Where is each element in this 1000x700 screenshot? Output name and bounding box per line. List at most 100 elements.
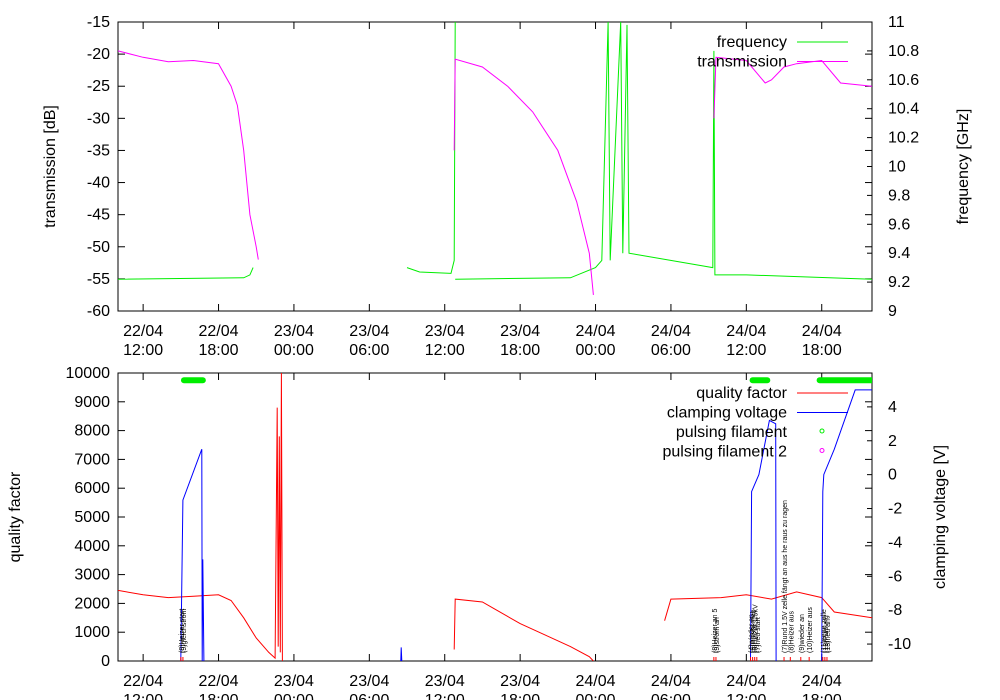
legend-point-swatch — [819, 448, 825, 453]
y2-tick-label: 11 — [888, 14, 905, 31]
series-line-segment — [455, 21, 872, 280]
annotation: (5)Pulsbetrieb — [751, 609, 758, 661]
annotation-label: (8)Heizer aus — [788, 610, 795, 653]
x-tick-date-label: 23/04 — [274, 323, 314, 340]
x-tick-time-label: 18:00 — [500, 692, 540, 700]
y2-tick-label: 9.4 — [888, 245, 910, 262]
annotation-label: (8)Heizer start — [179, 609, 186, 653]
legend-label: transmission — [697, 54, 787, 71]
y-tick-label: 9000 — [74, 394, 110, 411]
x-tick-time-label: 12:00 — [726, 692, 766, 700]
x-tick-date-label: 24/04 — [726, 323, 766, 340]
x-tick-date-label: 23/04 — [349, 673, 389, 690]
annotation-label: (9)strom an — [714, 617, 721, 653]
x-tick-time-label: 12:00 — [123, 342, 163, 359]
x-tick-date-label: 22/04 — [123, 673, 163, 690]
x-tick-time-label: 00:00 — [576, 692, 616, 700]
x-tick-time-label: 12:00 — [123, 692, 163, 700]
y-axis-label: transmission [dB] — [42, 105, 59, 228]
x-tick-time-label: 06:00 — [651, 342, 691, 359]
x-tick-time-label: 12:00 — [425, 692, 465, 700]
y-tick-label: 0 — [101, 653, 110, 670]
x-tick-date-label: 24/04 — [576, 673, 616, 690]
y-tick-label: 2000 — [74, 595, 110, 612]
series-line-segment — [118, 372, 283, 661]
y-tick-label: -25 — [87, 78, 110, 95]
legend: quality factor clamping voltage pulsing fi… — [662, 385, 848, 461]
series-line-segment — [406, 21, 456, 274]
x-tick-time-label: 18:00 — [802, 692, 842, 700]
annotation-label: (11)neue zelle — [821, 609, 828, 653]
legend-point-swatch — [819, 428, 825, 434]
x-tick-time-label: 06:00 — [349, 692, 389, 700]
y-tick-label: -30 — [87, 110, 110, 127]
series-quality-factor — [118, 372, 872, 661]
series-transmission — [118, 50, 872, 295]
annotation-label: (7)neu start — [755, 617, 762, 653]
y2-tick-label: 9.8 — [888, 187, 910, 204]
series-line-segment — [821, 389, 872, 661]
series-line-segment — [400, 647, 403, 661]
annotation: (4)wieder an — [749, 614, 756, 661]
x-tick-date-label: 22/04 — [123, 323, 163, 340]
y2-tick-label: -2 — [888, 501, 902, 518]
x-tick-date-label: 23/04 — [500, 323, 540, 340]
legend-label: frequency — [717, 34, 787, 51]
x-tick-time-label: 06:00 — [349, 342, 389, 359]
x-tick-date-label: 23/04 — [274, 673, 314, 690]
y-tick-label: -15 — [87, 14, 110, 31]
y2-tick-label: 10 — [888, 159, 906, 176]
annotation: (11)neue zelle — [821, 609, 828, 661]
annotation: (9)wieder an — [799, 614, 806, 661]
y2-tick-label: 10.6 — [888, 72, 919, 89]
series-clamping-voltage — [180, 389, 872, 661]
y2-tick-label: -6 — [888, 568, 902, 585]
x-tick-date-label: 22/04 — [199, 673, 239, 690]
x-tick-time-label: 00:00 — [576, 342, 616, 359]
series-line-segment — [118, 267, 254, 280]
y-tick-label: -45 — [87, 207, 110, 224]
y-tick-label: -50 — [87, 239, 110, 256]
x-tick-date-label: 24/04 — [726, 673, 766, 690]
x-tick-date-label: 23/04 — [500, 673, 540, 690]
y2-tick-label: 10.8 — [888, 43, 919, 60]
x-tick-time-label: 18:00 — [199, 692, 239, 700]
annotation: (8)Heizer an 5 — [712, 609, 719, 661]
x-tick-time-label: 00:00 — [274, 692, 314, 700]
annotation: (7)Rund 1.5V zelle fängt an aus he raus … — [782, 500, 789, 661]
y2-tick-label: -4 — [888, 534, 902, 551]
y2-tick-label: 0 — [888, 467, 897, 484]
y-tick-label: -60 — [87, 303, 110, 320]
annotation: (8)Heizer aus — [788, 610, 795, 661]
x-tick-time-label: 18:00 — [199, 342, 239, 359]
series-line-segment — [453, 598, 594, 661]
annotation: (9)gleichstrom — [181, 608, 188, 661]
y-tick-label: 6000 — [74, 480, 110, 497]
series-line-segment — [664, 591, 872, 621]
annotation-label: (5)Pulsbetrieb — [751, 609, 758, 653]
annotation-label: (13)neu an — [825, 619, 832, 653]
series-line-segment — [180, 449, 205, 661]
legend-label: quality factor — [696, 385, 787, 402]
x-tick-date-label: 23/04 — [425, 323, 465, 340]
y-tick-label: -55 — [87, 271, 110, 288]
y2-tick-label: -10 — [888, 636, 911, 653]
y-axis-label: quality factor — [7, 471, 24, 562]
annotation: (12)Pulsung — [823, 615, 830, 661]
y-tick-label: 8000 — [74, 423, 110, 440]
legend: frequency transmission — [697, 34, 848, 71]
y2-tick-label: 9.2 — [888, 274, 910, 291]
legend-label: clamping voltage — [667, 405, 787, 422]
series-line-segment — [118, 50, 259, 260]
annotation-label: (9)wieder an — [799, 614, 806, 653]
annotation: (9)strom an — [714, 617, 721, 661]
annotation: (10)Heizer aus — [807, 607, 814, 661]
y2-axis-label: clamping voltage [V] — [932, 445, 949, 589]
y-tick-label: -40 — [87, 175, 110, 192]
x-tick-date-label: 24/04 — [576, 323, 616, 340]
x-tick-time-label: 12:00 — [425, 342, 465, 359]
x-tick-date-label: 24/04 — [651, 673, 691, 690]
x-tick-date-label: 23/04 — [425, 673, 465, 690]
annotation-label: (8)Heizer an 5 — [712, 609, 719, 653]
annotation-label: (4)wieder an — [749, 614, 756, 653]
